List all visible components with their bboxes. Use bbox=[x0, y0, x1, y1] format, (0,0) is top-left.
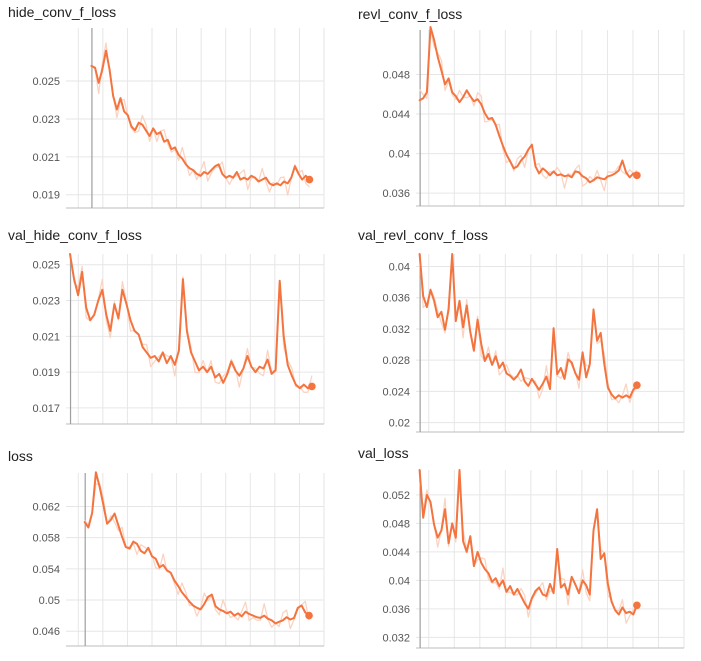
last-point-marker[interactable] bbox=[633, 601, 641, 610]
y-tick-label: 0.032 bbox=[382, 632, 410, 644]
chart-title: loss bbox=[8, 448, 33, 464]
y-tick-label: 0.024 bbox=[382, 386, 410, 398]
y-tick-label: 0.019 bbox=[32, 190, 60, 202]
y-tick-label: 0.04 bbox=[389, 149, 410, 161]
y-tick-label: 0.052 bbox=[382, 490, 410, 502]
chart-panel-val-loss: val_loss 0.032 0.036 0.04 0.044 0.048 0.052 bbox=[358, 445, 685, 649]
y-tick-label: 0.032 bbox=[382, 324, 410, 336]
raw-series-line bbox=[419, 29, 638, 192]
series-line bbox=[83, 471, 310, 625]
chart-panel-hide-conv-f-loss: hide_conv_f_loss 0.019 0.021 0.023 0.025 bbox=[8, 4, 330, 216]
y-tick-label: 0.025 bbox=[32, 260, 60, 272]
chart-title: hide_conv_f_loss bbox=[8, 4, 117, 20]
y-tick-label: 0.048 bbox=[382, 518, 410, 530]
last-point-marker[interactable] bbox=[633, 381, 641, 389]
y-tick-label: 0.044 bbox=[382, 109, 410, 121]
y-tick-label: 0.058 bbox=[32, 533, 60, 545]
y-tick-label: 0.062 bbox=[32, 502, 60, 514]
y-tick-label: 0.028 bbox=[382, 355, 410, 367]
raw-series-line bbox=[418, 475, 638, 624]
y-tick-label: 0.048 bbox=[382, 69, 410, 81]
series-line bbox=[418, 253, 638, 400]
y-tick-label: 0.046 bbox=[32, 626, 60, 638]
y-tick-label: 0.05 bbox=[39, 595, 60, 607]
chart-panel-loss: loss 0.046 0.05 0.054 0.058 0.062 bbox=[8, 448, 330, 648]
y-tick-label: 0.025 bbox=[32, 76, 60, 88]
y-tick-label: 0.036 bbox=[382, 604, 410, 616]
revl-conv-f-loss-chart: 0.036 0.04 0.044 0.048 bbox=[382, 26, 685, 207]
chart-title: val_revl_conv_f_loss bbox=[358, 227, 488, 243]
y-tick-label: 0.021 bbox=[32, 331, 60, 343]
chart-panel-revl-conv-f-loss: revl_conv_f_loss 0.036 0.04 0.044 0.048 bbox=[358, 6, 685, 216]
hide-conv-f-loss-chart: 0.019 0.021 0.023 0.025 bbox=[32, 28, 325, 209]
chart-title: revl_conv_f_loss bbox=[358, 6, 463, 22]
y-tick-label: 0.021 bbox=[32, 152, 60, 164]
last-point-marker[interactable] bbox=[305, 611, 313, 620]
y-tick-label: 0.044 bbox=[382, 547, 410, 559]
val-hide-conv-f-loss-chart: 0.017 0.019 0.021 0.023 0.025 bbox=[32, 253, 325, 425]
last-point-marker[interactable] bbox=[305, 175, 314, 184]
chart-title: val_hide_conv_f_loss bbox=[8, 227, 142, 243]
y-tick-label: 0.019 bbox=[32, 367, 60, 379]
chart-title: val_loss bbox=[358, 445, 409, 461]
last-point-marker[interactable] bbox=[633, 171, 641, 180]
y-tick-label: 0.04 bbox=[389, 575, 410, 587]
y-tick-label: 0.04 bbox=[389, 261, 410, 273]
y-tick-label: 0.054 bbox=[32, 564, 60, 576]
y-tick-label: 0.017 bbox=[32, 403, 60, 415]
loss-chart: 0.046 0.05 0.054 0.058 0.062 bbox=[32, 471, 325, 647]
series-line bbox=[90, 49, 311, 187]
y-tick-label: 0.02 bbox=[389, 418, 410, 430]
series-line bbox=[418, 469, 638, 616]
y-tick-label: 0.036 bbox=[382, 188, 410, 200]
val-loss-chart: 0.032 0.036 0.04 0.044 0.048 0.052 bbox=[382, 469, 685, 649]
y-tick-label: 0.023 bbox=[32, 114, 60, 126]
y-tick-label: 0.023 bbox=[32, 296, 60, 308]
raw-series-line bbox=[84, 483, 310, 630]
chart-panel-val-hide-conv-f-loss: val_hide_conv_f_loss 0.017 0.019 0.021 0.02… bbox=[8, 227, 330, 425]
last-point-marker[interactable] bbox=[308, 382, 316, 391]
chart-panel-val-revl-conv-f-loss: val_revl_conv_f_loss 0.02 0.024 0.028 0.032… bbox=[358, 227, 685, 433]
val-revl-conv-f-loss-chart: 0.02 0.024 0.028 0.032 0.036 0.04 bbox=[382, 253, 685, 433]
y-tick-label: 0.036 bbox=[382, 293, 410, 305]
series-line bbox=[69, 253, 313, 390]
series-line bbox=[418, 26, 638, 184]
